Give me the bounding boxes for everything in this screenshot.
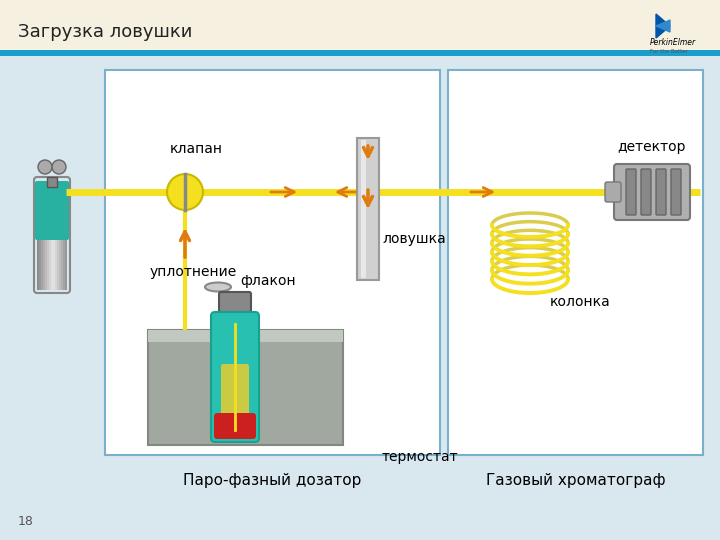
Bar <box>51 185 53 290</box>
Polygon shape <box>656 14 670 38</box>
Circle shape <box>167 174 203 210</box>
Bar <box>57 185 59 290</box>
Text: Загрузка ловушки: Загрузка ловушки <box>18 23 192 41</box>
FancyBboxPatch shape <box>656 169 666 215</box>
Bar <box>59 185 61 290</box>
FancyBboxPatch shape <box>614 164 690 220</box>
Bar <box>63 185 65 290</box>
FancyBboxPatch shape <box>211 312 259 442</box>
Bar <box>43 185 45 290</box>
FancyBboxPatch shape <box>148 330 343 445</box>
FancyBboxPatch shape <box>357 138 379 280</box>
Bar <box>49 185 51 290</box>
Bar <box>65 185 67 290</box>
Text: колонка: колонка <box>550 295 611 309</box>
Text: PerkinElmer: PerkinElmer <box>650 38 696 47</box>
Text: детектор: детектор <box>617 140 685 154</box>
Bar <box>41 185 43 290</box>
Text: клапан: клапан <box>170 142 223 156</box>
Polygon shape <box>656 20 670 32</box>
Text: уплотнение: уплотнение <box>150 265 238 279</box>
Bar <box>61 185 63 290</box>
Circle shape <box>38 160 52 174</box>
FancyBboxPatch shape <box>214 413 256 439</box>
Bar <box>39 185 41 290</box>
Bar <box>47 185 49 290</box>
FancyBboxPatch shape <box>148 330 343 342</box>
FancyBboxPatch shape <box>35 181 69 240</box>
FancyBboxPatch shape <box>47 177 57 187</box>
FancyBboxPatch shape <box>0 0 720 50</box>
FancyBboxPatch shape <box>219 292 251 312</box>
Bar <box>53 185 55 290</box>
Text: флакон: флакон <box>240 274 296 288</box>
FancyBboxPatch shape <box>105 70 440 455</box>
FancyBboxPatch shape <box>0 50 720 56</box>
Bar <box>45 185 47 290</box>
Text: For the Better: For the Better <box>650 49 688 54</box>
FancyBboxPatch shape <box>0 56 720 540</box>
Text: 18: 18 <box>18 515 34 528</box>
FancyBboxPatch shape <box>605 182 621 202</box>
FancyBboxPatch shape <box>361 140 366 278</box>
FancyBboxPatch shape <box>641 169 651 215</box>
Text: Газовый хроматограф: Газовый хроматограф <box>486 473 665 488</box>
Ellipse shape <box>205 282 231 292</box>
FancyBboxPatch shape <box>221 364 249 428</box>
FancyBboxPatch shape <box>626 169 636 215</box>
Bar <box>37 185 39 290</box>
Bar <box>55 185 57 290</box>
FancyBboxPatch shape <box>671 169 681 215</box>
Text: Паро-фазный дозатор: Паро-фазный дозатор <box>184 473 361 488</box>
Text: термостат: термостат <box>382 450 459 464</box>
FancyBboxPatch shape <box>448 70 703 455</box>
Text: ловушка: ловушка <box>382 232 446 246</box>
Circle shape <box>52 160 66 174</box>
